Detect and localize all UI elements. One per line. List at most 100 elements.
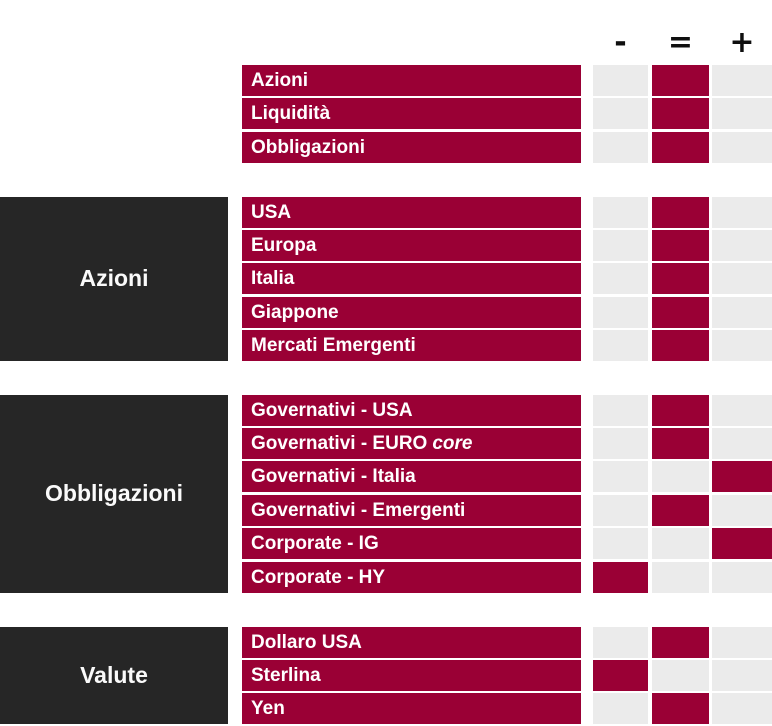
row-label-bar: Governativi - USA [242,394,581,426]
row-label-bar: Europa [242,230,581,262]
table-row: Obbligazioni [0,131,772,163]
rating-cell-equal [652,196,709,228]
rating-cell-minus [593,196,648,228]
rating-cell-plus [712,561,772,593]
rating-cell-minus [593,394,648,426]
table-row: Giappone [0,296,772,328]
table-row: Azioni [0,65,772,96]
rating-cell-minus [593,65,648,96]
rating-cell-minus [593,330,648,362]
row-label: USA [251,201,292,223]
row-label-bar: Governativi - Italia [242,461,581,493]
rating-cell-minus [593,561,648,593]
row-label-bar: Azioni [242,65,581,96]
row-label-bar: Yen [242,693,581,725]
row-label-italic: core [432,433,473,455]
group-label-box: Obbligazioni [0,394,228,593]
rating-cell-minus [593,494,648,526]
rating-cell-minus [593,230,648,262]
table-row: Sterlina [0,659,772,691]
table-row: Liquidità [0,98,772,130]
table-row: Mercati Emergenti [0,330,772,362]
rating-cell-equal [652,65,709,96]
rating-cell-equal [652,461,709,493]
rating-cell-plus [712,65,772,96]
rating-cell-equal [652,296,709,328]
obbligazioni-group: Obbligazioni Governativi - USA Governati… [0,394,772,593]
rating-cell-equal [652,693,709,725]
row-label: Governativi - USA [251,399,413,421]
rating-cell-equal [652,561,709,593]
rating-cell-plus [712,693,772,725]
row-label: Governativi - Emergenti [251,499,466,521]
row-label: Italia [251,268,295,290]
row-label: Liquidità [251,103,331,125]
row-label: Dollaro USA [251,631,362,653]
row-label-bar: USA [242,196,581,228]
group-label-box: Azioni [0,196,228,362]
rating-cell-minus [593,296,648,328]
column-header-minus: - [614,24,627,60]
rating-cell-minus [593,693,648,725]
row-label-bar: Corporate - HY [242,561,581,593]
group-label-box: Valute [0,626,228,725]
rating-cell-plus [712,131,772,163]
row-label: Governativi - EURO [251,433,428,455]
row-label: Obbligazioni [251,136,365,158]
row-label: Mercati Emergenti [251,335,416,357]
row-label: Corporate - HY [251,566,386,588]
rating-cell-plus [712,230,772,262]
valute-group: Valute Dollaro USA Sterlina Yen [0,626,772,725]
row-label-bar: Obbligazioni [242,131,581,163]
rating-cell-equal [652,428,709,460]
rating-cell-plus [712,528,772,560]
rating-cell-equal [652,330,709,362]
rating-cell-equal [652,131,709,163]
rating-cell-plus [712,461,772,493]
group-label: Obbligazioni [45,480,183,507]
rating-cell-plus [712,626,772,658]
row-label: Governativi - Italia [251,466,416,488]
group-label: Valute [80,661,148,688]
rating-cell-equal [652,230,709,262]
table-row: Yen [0,693,772,725]
rating-cell-equal [652,98,709,130]
table-row: Dollaro USA [0,626,772,658]
table-row: Governativi - Emergenti [0,494,772,526]
table-row: Corporate - HY [0,561,772,593]
rating-cell-plus [712,296,772,328]
row-label-bar: Mercati Emergenti [242,330,581,362]
row-label-bar: Liquidità [242,98,581,130]
column-header-equal: = [667,24,694,60]
rating-cell-equal [652,263,709,295]
table-row: Governativi - EURO core [0,428,772,460]
row-label: Sterlina [251,664,321,686]
rating-cell-plus [712,263,772,295]
table-row: Governativi - Italia [0,461,772,493]
rating-cell-plus [712,428,772,460]
rating-cell-minus [593,461,648,493]
row-label: Yen [251,698,285,720]
rating-cell-minus [593,659,648,691]
rating-cell-equal [652,528,709,560]
rating-cell-plus [712,659,772,691]
row-label-bar: Governativi - Emergenti [242,494,581,526]
rating-cell-plus [712,196,772,228]
table-row: USA [0,196,772,228]
rating-cell-minus [593,131,648,163]
row-label-bar: Italia [242,263,581,295]
column-header-plus: + [729,24,755,60]
summary-group: Azioni Liquidità Obbligazioni [0,65,772,163]
rating-cell-equal [652,659,709,691]
row-label: Azioni [251,70,308,91]
table-row: Europa [0,230,772,262]
row-label: Giappone [251,301,339,323]
rating-cell-equal [652,626,709,658]
row-label-bar: Dollaro USA [242,626,581,658]
rating-cell-plus [712,494,772,526]
row-label-bar: Governativi - EURO core [242,428,581,460]
row-label: Europa [251,235,317,257]
row-label: Corporate - IG [251,533,379,555]
rating-cell-plus [712,98,772,130]
table-row: Governativi - USA [0,394,772,426]
